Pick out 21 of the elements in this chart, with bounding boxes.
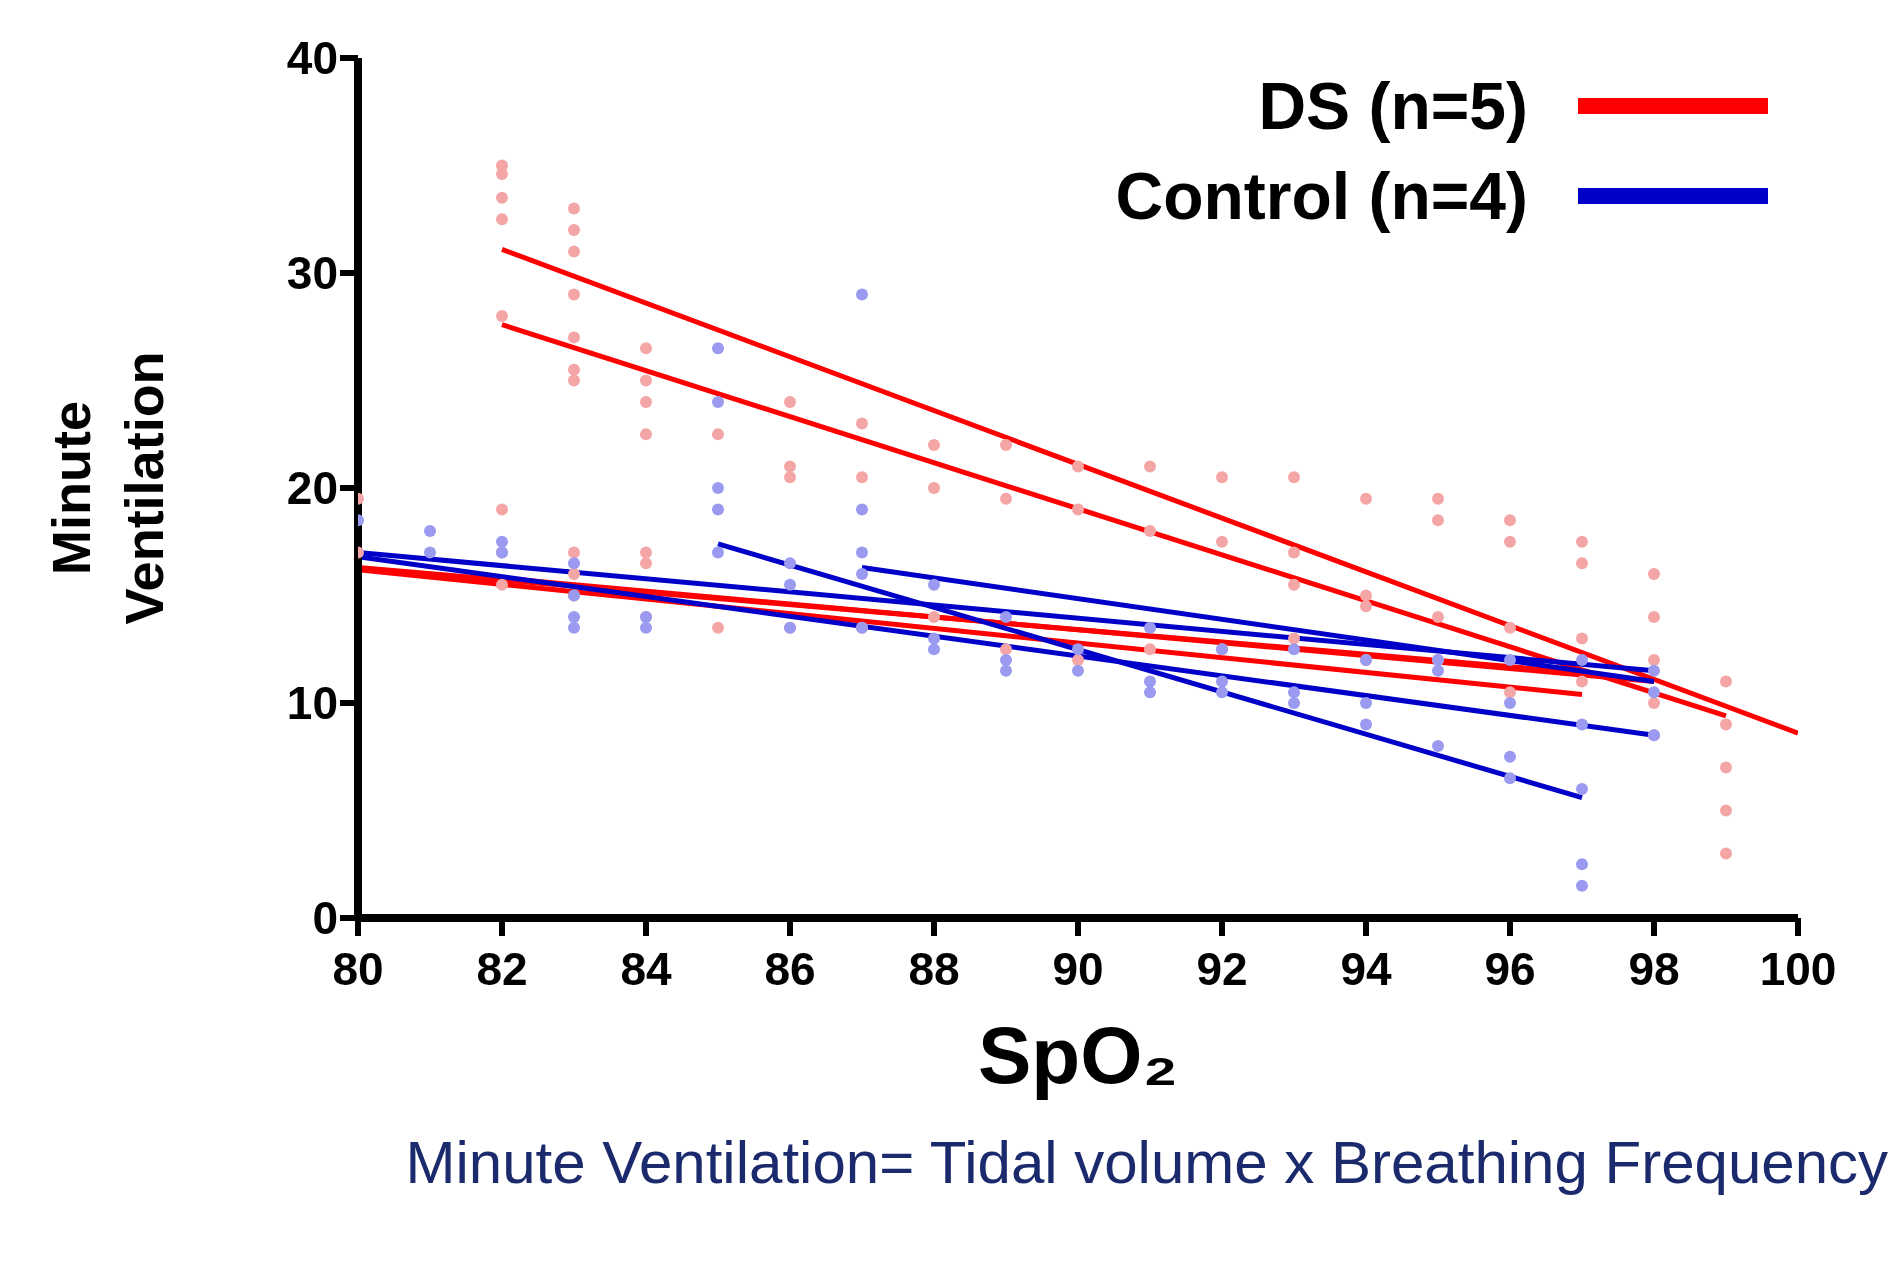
x-tick-label: 90 [1052, 942, 1104, 995]
x-tick-label: 86 [764, 942, 816, 995]
y-tick-label: 30 [286, 247, 338, 300]
x-tick-label: 88 [908, 942, 960, 995]
x-tick-label: 82 [476, 942, 528, 995]
y-axis-title: Minute Ventilation [40, 350, 175, 627]
x-tick-label: 96 [1484, 942, 1536, 995]
x-tick-label: 92 [1196, 942, 1248, 995]
legend-label: DS (n=5) [1258, 68, 1528, 144]
y-tick-label: 40 [286, 32, 338, 85]
y-tick-label: 10 [286, 677, 338, 730]
text: Minute Ventilation= Tidal volume x Breathing Frequency [405, 1128, 1888, 1197]
x-tick-label: 98 [1628, 942, 1680, 995]
y-tick-label: 20 [286, 462, 338, 515]
x-tick-label: 80 [332, 942, 384, 995]
x-axis-title: SpO₂ [977, 1010, 1179, 1102]
y-tick-label: 0 [312, 892, 338, 945]
x-tick-label: 100 [1759, 942, 1837, 995]
legend-label: Control (n=4) [1115, 158, 1528, 234]
x-tick-label: 94 [1340, 942, 1392, 995]
x-tick-label: 84 [620, 942, 672, 995]
